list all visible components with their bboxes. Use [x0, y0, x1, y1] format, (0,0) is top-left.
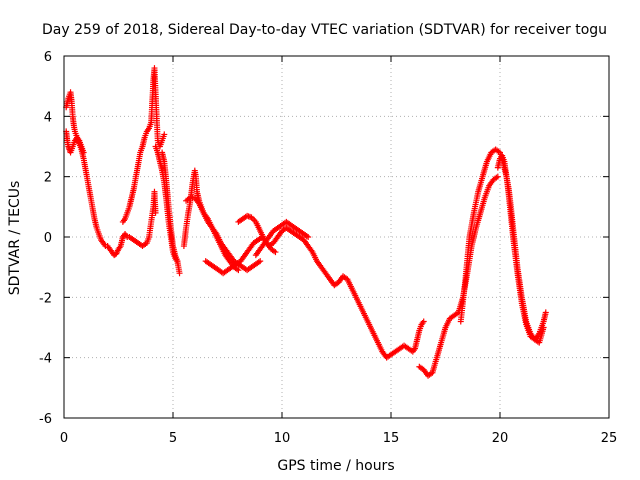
grid-lines: [64, 56, 609, 418]
data-point: [235, 267, 242, 274]
x-tick-label: 10: [274, 431, 291, 446]
series-sdtvar: [63, 65, 549, 379]
chart-title: Day 259 of 2018, Sidereal Day-to-day VTE…: [42, 22, 607, 38]
axis-ticks: [63, 55, 610, 419]
y-axis-label: SDTVAR / TECUs: [7, 181, 23, 296]
series-segment: [388, 318, 427, 358]
data-point: [161, 131, 168, 138]
tick-labels: 0 5 10 15 20 25 -6 -4 -2 0 2 4 6: [39, 50, 617, 446]
x-axis-label: GPS time / hours: [277, 458, 394, 474]
y-tick-label: -2: [39, 291, 52, 306]
data-point: [420, 318, 427, 325]
x-tick-label: 0: [60, 431, 68, 446]
y-tick-label: -4: [39, 352, 52, 367]
data-point: [80, 149, 87, 156]
y-tick-label: 4: [44, 110, 52, 125]
series-segment: [119, 65, 168, 225]
data-point: [174, 258, 181, 265]
series-segment: [159, 149, 181, 265]
series-segment: [494, 152, 549, 343]
series-segment: [63, 89, 126, 259]
data-point: [272, 249, 279, 256]
y-tick-label: 6: [44, 50, 52, 65]
series-layer: [63, 65, 549, 379]
x-tick-label: 15: [383, 431, 400, 446]
data-point: [176, 270, 183, 277]
y-tick-label: -6: [39, 412, 52, 427]
data-point: [542, 309, 549, 316]
data-point: [257, 258, 264, 265]
series-segment: [235, 212, 394, 361]
data-point: [305, 234, 312, 240]
series-segment: [119, 188, 159, 250]
y-tick-label: 2: [44, 171, 52, 186]
data-point: [494, 173, 501, 180]
series-segment: [252, 218, 312, 259]
series-segment: [183, 194, 264, 274]
data-point: [152, 209, 159, 216]
x-tick-label: 5: [169, 431, 177, 446]
x-tick-label: 25: [601, 431, 618, 446]
y-tick-label: 0: [44, 231, 52, 246]
x-tick-label: 20: [492, 431, 509, 446]
